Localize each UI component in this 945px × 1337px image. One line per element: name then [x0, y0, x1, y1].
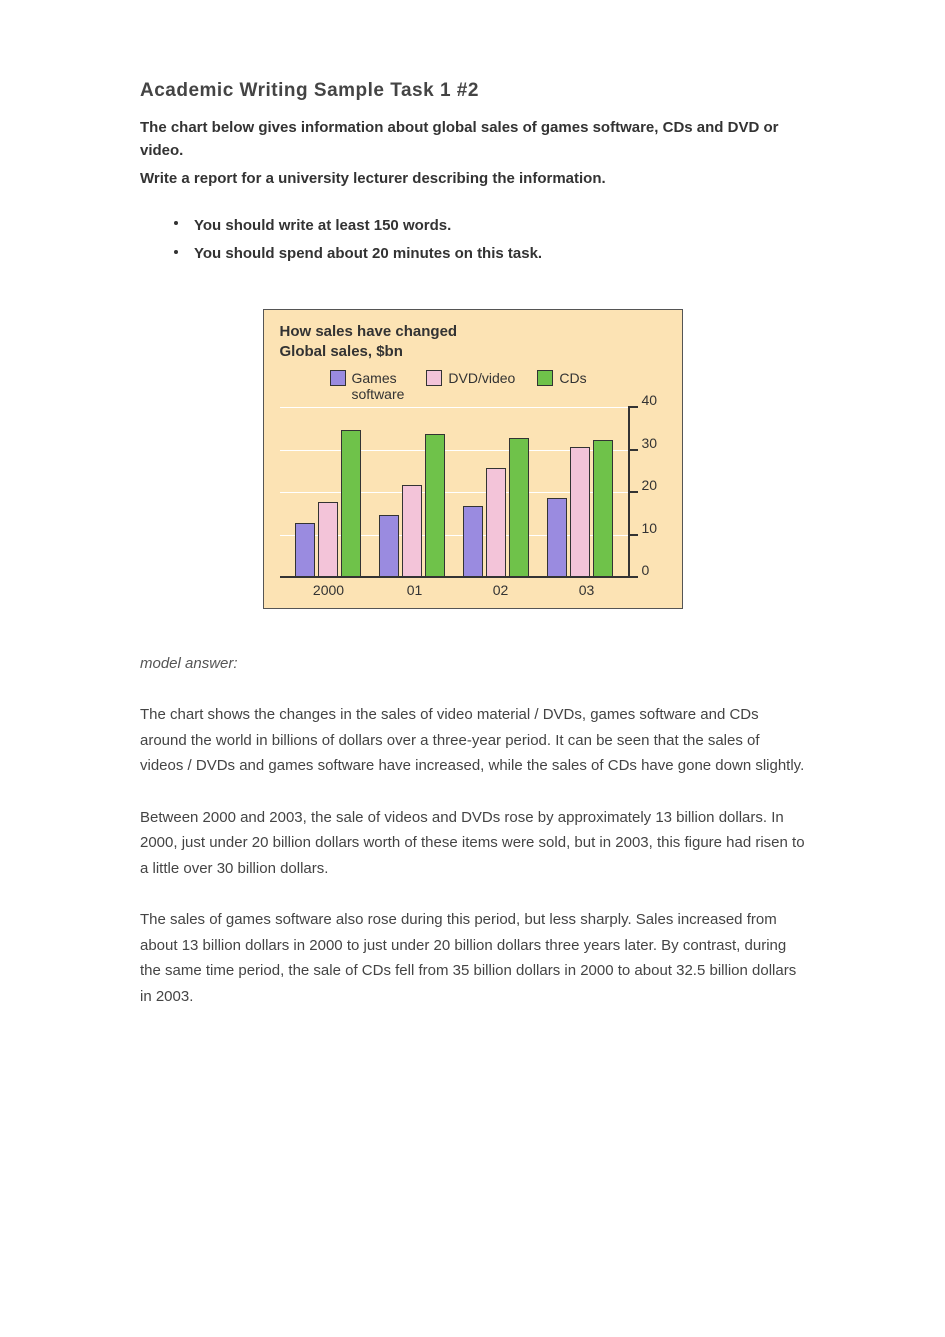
- chart-plot-row: 010203040: [280, 408, 668, 578]
- bar-group: [547, 440, 613, 578]
- legend-item-dvd: DVD/video: [426, 370, 515, 386]
- bar-dvd: [570, 447, 590, 579]
- chart-card: How sales have changed Global sales, $bn…: [263, 309, 683, 610]
- legend-label-games: Gamessoftware: [352, 370, 405, 402]
- bar-games: [463, 506, 483, 578]
- x-axis-label: 02: [468, 582, 534, 598]
- answer-paragraph-3: The sales of games software also rose du…: [140, 907, 805, 1009]
- chart-legend: Gamessoftware DVD/video CDs: [280, 370, 668, 402]
- bullet-time-limit: You should spend about 20 minutes on thi…: [174, 240, 805, 269]
- chart-title-line-1: How sales have changed: [280, 322, 668, 342]
- answer-paragraph-2: Between 2000 and 2003, the sale of video…: [140, 805, 805, 882]
- legend-item-cds: CDs: [537, 370, 586, 386]
- intro-line-1: The chart below gives information about …: [140, 116, 805, 163]
- legend-swatch-dvd: [426, 370, 442, 386]
- y-axis-tick: [628, 406, 638, 409]
- chart-plot-area: [280, 408, 628, 578]
- bar-games: [547, 498, 567, 579]
- legend-swatch-cds: [537, 370, 553, 386]
- bar-cds: [425, 434, 445, 579]
- bar-group: [379, 434, 445, 579]
- chart-title-line-2: Global sales, $bn: [280, 342, 668, 362]
- y-axis-tick: [628, 576, 638, 579]
- y-axis-tick: [628, 534, 638, 537]
- y-axis-tick-label: 20: [642, 477, 658, 493]
- bar-games: [295, 523, 315, 578]
- chart-baseline: [280, 576, 628, 578]
- chart-bar-groups: [280, 408, 628, 578]
- model-answer-label: model answer:: [140, 655, 805, 672]
- legend-label-dvd: DVD/video: [448, 370, 515, 386]
- chart-x-labels: 2000 01 02 03: [280, 578, 668, 598]
- x-axis-label: 2000: [296, 582, 362, 598]
- bar-dvd: [402, 485, 422, 579]
- legend-item-games: Gamessoftware: [330, 370, 405, 402]
- y-axis-tick-label: 0: [642, 562, 650, 578]
- y-axis-tick: [628, 491, 638, 494]
- legend-swatch-games: [330, 370, 346, 386]
- chart-y-axis: 010203040: [628, 408, 668, 578]
- bar-dvd: [486, 468, 506, 579]
- legend-label-cds: CDs: [559, 370, 586, 386]
- y-axis-tick-label: 10: [642, 520, 658, 536]
- bar-games: [379, 515, 399, 579]
- x-axis-label: 03: [554, 582, 620, 598]
- y-axis-tick-label: 40: [642, 392, 658, 408]
- chart-container: How sales have changed Global sales, $bn…: [140, 309, 805, 610]
- bullet-word-count: You should write at least 150 words.: [174, 212, 805, 241]
- intro-line-2: Write a report for a university lecturer…: [140, 167, 805, 190]
- y-axis-tick: [628, 449, 638, 452]
- bar-dvd: [318, 502, 338, 579]
- bar-group: [295, 430, 361, 579]
- document-page: Academic Writing Sample Task 1 #2 The ch…: [0, 0, 945, 1095]
- bar-cds: [593, 440, 613, 578]
- instruction-bullets: You should write at least 150 words. You…: [140, 212, 805, 269]
- answer-paragraph-1: The chart shows the changes in the sales…: [140, 702, 805, 779]
- x-axis-label: 01: [382, 582, 448, 598]
- page-title: Academic Writing Sample Task 1 #2: [140, 80, 805, 102]
- bar-cds: [341, 430, 361, 579]
- bar-cds: [509, 438, 529, 578]
- bar-group: [463, 438, 529, 578]
- y-axis-tick-label: 30: [642, 435, 658, 451]
